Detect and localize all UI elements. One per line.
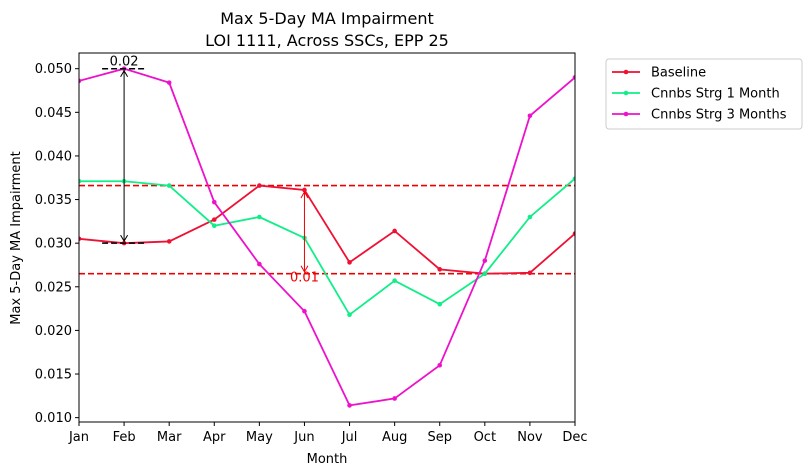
data-point	[211, 223, 217, 229]
data-point	[211, 217, 217, 222]
data-point	[302, 187, 307, 193]
y-tick-label: 0.020	[35, 324, 72, 339]
data-point	[572, 176, 575, 181]
data-point	[257, 261, 262, 267]
data-point	[257, 183, 262, 188]
data-point	[166, 183, 172, 188]
x-tick-label: Feb	[113, 430, 136, 445]
data-point	[166, 239, 172, 244]
data-point	[302, 308, 307, 314]
data-point	[392, 396, 397, 401]
x-tick-label: Jul	[341, 430, 358, 445]
x-tick-label: Mar	[157, 430, 182, 445]
x-tick-label: Oct	[474, 430, 496, 445]
x-tick-label: Sep	[427, 430, 452, 445]
plot-frame	[78, 52, 576, 423]
legend-label: Baseline	[651, 66, 706, 81]
x-tick-label: May	[246, 430, 273, 445]
chart-title: Max 5-Day MA Impairment	[220, 9, 433, 28]
data-point	[392, 228, 397, 234]
data-point	[211, 199, 217, 205]
series-1	[79, 176, 575, 318]
annotation-arrow-head	[300, 265, 309, 273]
y-tick-label: 0.040	[35, 149, 72, 164]
data-point	[482, 271, 488, 277]
data-point	[79, 178, 82, 184]
legend-label: Cnnbs Strg 3 Months	[651, 108, 787, 123]
y-tick-label: 0.030	[35, 237, 72, 252]
annotation-label: 0.01	[290, 271, 319, 286]
y-tick-label: 0.050	[35, 62, 72, 77]
series-line	[79, 67, 575, 407]
series-line	[79, 177, 575, 317]
annotation-arrow-head	[120, 234, 129, 243]
legend-marker	[623, 69, 629, 75]
series-2	[79, 66, 575, 408]
data-point	[437, 301, 443, 307]
x-tick-label: Jun	[293, 430, 314, 445]
data-point	[79, 236, 82, 242]
data-point	[347, 312, 352, 318]
x-tick-label: Aug	[382, 430, 407, 445]
legend-marker	[623, 111, 629, 117]
chart-subtitle: LOI 1111, Across SSCs, EPP 25	[205, 31, 449, 50]
series-0	[79, 183, 575, 277]
series-line	[79, 184, 575, 275]
y-axis: 0.010 0.015 0.020 0.025 0.030 0.035 0.040 0.045…	[35, 62, 79, 426]
data-point	[392, 278, 397, 283]
data-point	[347, 260, 352, 265]
annotation-arrow-head	[120, 69, 129, 77]
annotation-arrow-head	[300, 190, 309, 199]
y-tick-label: 0.025	[35, 280, 72, 295]
data-point	[347, 403, 352, 408]
y-tick-label: 0.015	[35, 368, 72, 383]
x-tick-label: Jan	[68, 430, 89, 445]
y-tick-label: 0.035	[35, 193, 72, 208]
x-tick-label: Apr	[203, 430, 226, 445]
data-point	[257, 214, 262, 220]
legend-box	[605, 58, 803, 130]
data-point	[527, 113, 533, 119]
x-axis-label: Month	[307, 452, 348, 467]
data-point	[572, 75, 575, 80]
data-point	[437, 267, 443, 272]
x-axis: Jan Feb Mar Apr May Jun Jul Aug Sep Oct Nov Dec	[68, 422, 588, 445]
y-axis-label: Max 5-Day MA Impairment	[9, 151, 24, 324]
x-tick-label: Nov	[517, 430, 543, 445]
legend-marker	[623, 90, 629, 96]
y-tick-label: 0.010	[35, 411, 72, 426]
legend: Baseline Cnnbs Strg 1 Month Cnnbs Strg 3 M…	[605, 58, 803, 130]
data-point	[437, 362, 443, 368]
legend-label: Cnnbs Strg 1 Month	[651, 87, 780, 102]
data-point	[527, 214, 533, 220]
x-tick-label: Dec	[562, 430, 587, 445]
data-point	[79, 78, 82, 84]
plot-area: 0.02 0.01	[79, 55, 575, 408]
data-point	[166, 80, 172, 85]
data-point	[482, 258, 488, 263]
data-point	[572, 231, 575, 236]
y-tick-label: 0.045	[35, 106, 72, 121]
data-point	[527, 270, 533, 276]
annotation-label: 0.02	[110, 55, 139, 70]
